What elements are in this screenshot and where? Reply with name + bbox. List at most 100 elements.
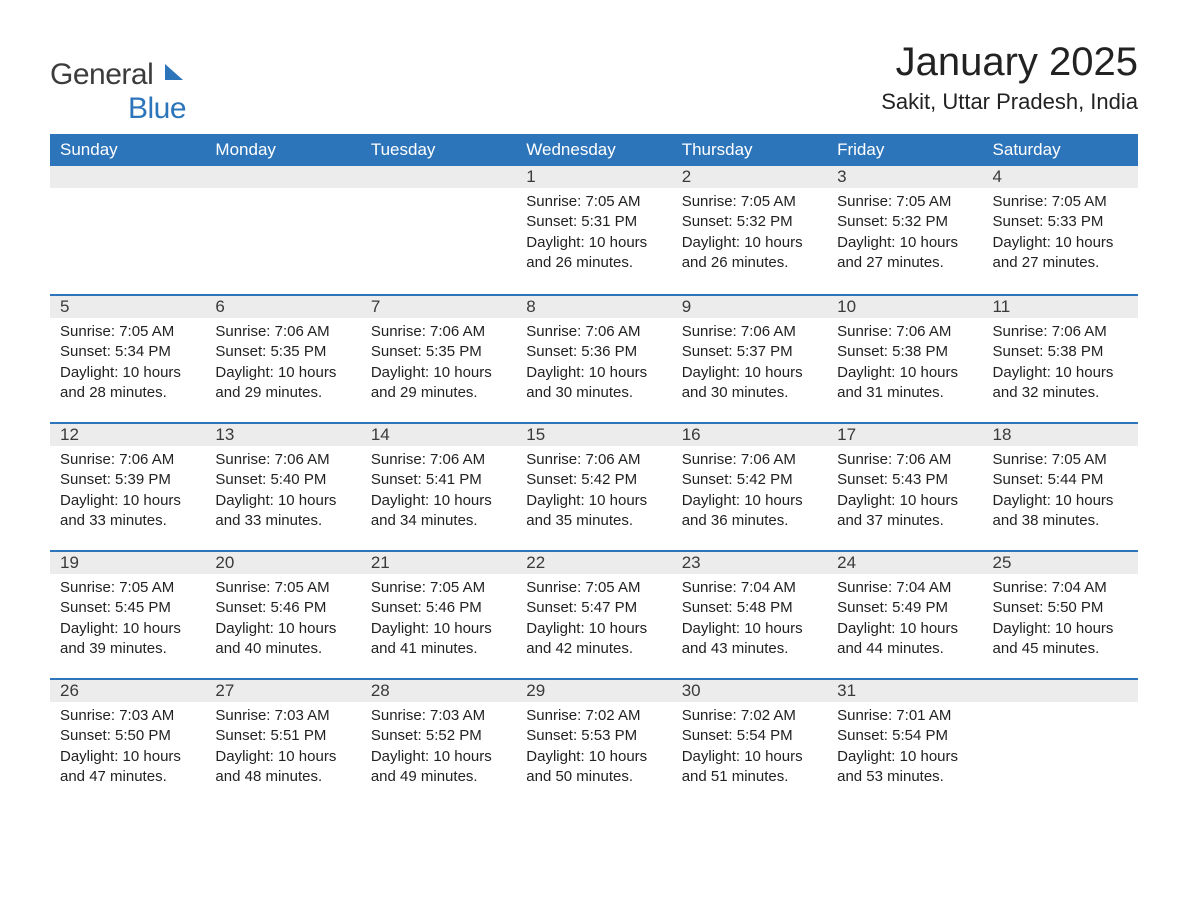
sunset-text: Sunset: 5:38 PM bbox=[993, 342, 1128, 362]
calendar-table: Sunday Monday Tuesday Wednesday Thursday… bbox=[50, 134, 1138, 806]
calendar-day-cell: 10Sunrise: 7:06 AMSunset: 5:38 PMDayligh… bbox=[827, 294, 982, 422]
day-number: 26 bbox=[50, 678, 205, 702]
day-number: 17 bbox=[827, 422, 982, 446]
day-number: 2 bbox=[672, 166, 827, 188]
day-number: 18 bbox=[983, 422, 1138, 446]
sunset-text: Sunset: 5:42 PM bbox=[682, 470, 817, 490]
daylight-text: Daylight: 10 hours and 53 minutes. bbox=[837, 747, 972, 788]
sunset-text: Sunset: 5:39 PM bbox=[60, 470, 195, 490]
day-details: Sunrise: 7:04 AMSunset: 5:49 PMDaylight:… bbox=[827, 574, 982, 669]
calendar-body: 1Sunrise: 7:05 AMSunset: 5:31 PMDaylight… bbox=[50, 166, 1138, 806]
sunrise-text: Sunrise: 7:06 AM bbox=[682, 450, 817, 470]
day-details bbox=[205, 188, 360, 202]
day-details: Sunrise: 7:05 AMSunset: 5:44 PMDaylight:… bbox=[983, 446, 1138, 541]
sunrise-text: Sunrise: 7:05 AM bbox=[993, 192, 1128, 212]
sunset-text: Sunset: 5:40 PM bbox=[215, 470, 350, 490]
daylight-text: Daylight: 10 hours and 47 minutes. bbox=[60, 747, 195, 788]
day-number: 30 bbox=[672, 678, 827, 702]
daylight-text: Daylight: 10 hours and 27 minutes. bbox=[837, 233, 972, 274]
calendar-day-cell: 15Sunrise: 7:06 AMSunset: 5:42 PMDayligh… bbox=[516, 422, 671, 550]
calendar-day-cell: 30Sunrise: 7:02 AMSunset: 5:54 PMDayligh… bbox=[672, 678, 827, 806]
day-details: Sunrise: 7:05 AMSunset: 5:47 PMDaylight:… bbox=[516, 574, 671, 669]
daylight-text: Daylight: 10 hours and 27 minutes. bbox=[993, 233, 1128, 274]
day-number: 6 bbox=[205, 294, 360, 318]
calendar-day-cell: 28Sunrise: 7:03 AMSunset: 5:52 PMDayligh… bbox=[361, 678, 516, 806]
daylight-text: Daylight: 10 hours and 30 minutes. bbox=[526, 363, 661, 404]
sunset-text: Sunset: 5:35 PM bbox=[215, 342, 350, 362]
day-number: 5 bbox=[50, 294, 205, 318]
sunset-text: Sunset: 5:53 PM bbox=[526, 726, 661, 746]
day-details: Sunrise: 7:03 AMSunset: 5:50 PMDaylight:… bbox=[50, 702, 205, 797]
sunrise-text: Sunrise: 7:05 AM bbox=[60, 578, 195, 598]
sunrise-text: Sunrise: 7:05 AM bbox=[682, 192, 817, 212]
sunset-text: Sunset: 5:35 PM bbox=[371, 342, 506, 362]
day-number: 3 bbox=[827, 166, 982, 188]
calendar-day-cell: 7Sunrise: 7:06 AMSunset: 5:35 PMDaylight… bbox=[361, 294, 516, 422]
sunset-text: Sunset: 5:50 PM bbox=[60, 726, 195, 746]
daylight-text: Daylight: 10 hours and 41 minutes. bbox=[371, 619, 506, 660]
daylight-text: Daylight: 10 hours and 36 minutes. bbox=[682, 491, 817, 532]
daylight-text: Daylight: 10 hours and 45 minutes. bbox=[993, 619, 1128, 660]
calendar-day-cell: 27Sunrise: 7:03 AMSunset: 5:51 PMDayligh… bbox=[205, 678, 360, 806]
calendar-day-cell: 25Sunrise: 7:04 AMSunset: 5:50 PMDayligh… bbox=[983, 550, 1138, 678]
weekday-header: Monday bbox=[205, 134, 360, 166]
sunset-text: Sunset: 5:45 PM bbox=[60, 598, 195, 618]
calendar-day-cell: 11Sunrise: 7:06 AMSunset: 5:38 PMDayligh… bbox=[983, 294, 1138, 422]
day-number: 14 bbox=[361, 422, 516, 446]
daylight-text: Daylight: 10 hours and 29 minutes. bbox=[215, 363, 350, 404]
sunrise-text: Sunrise: 7:06 AM bbox=[993, 322, 1128, 342]
calendar-week-row: 19Sunrise: 7:05 AMSunset: 5:45 PMDayligh… bbox=[50, 550, 1138, 678]
calendar-day-cell bbox=[361, 166, 516, 294]
daylight-text: Daylight: 10 hours and 28 minutes. bbox=[60, 363, 195, 404]
calendar-day-cell: 8Sunrise: 7:06 AMSunset: 5:36 PMDaylight… bbox=[516, 294, 671, 422]
day-details: Sunrise: 7:06 AMSunset: 5:35 PMDaylight:… bbox=[361, 318, 516, 413]
daylight-text: Daylight: 10 hours and 35 minutes. bbox=[526, 491, 661, 532]
logo: General Blue bbox=[50, 58, 187, 126]
daylight-text: Daylight: 10 hours and 51 minutes. bbox=[682, 747, 817, 788]
logo-word-general: General bbox=[50, 58, 153, 91]
day-details: Sunrise: 7:05 AMSunset: 5:45 PMDaylight:… bbox=[50, 574, 205, 669]
day-details: Sunrise: 7:05 AMSunset: 5:32 PMDaylight:… bbox=[827, 188, 982, 283]
sunrise-text: Sunrise: 7:05 AM bbox=[526, 192, 661, 212]
day-details: Sunrise: 7:06 AMSunset: 5:42 PMDaylight:… bbox=[672, 446, 827, 541]
calendar-day-cell: 17Sunrise: 7:06 AMSunset: 5:43 PMDayligh… bbox=[827, 422, 982, 550]
daylight-text: Daylight: 10 hours and 42 minutes. bbox=[526, 619, 661, 660]
sunset-text: Sunset: 5:38 PM bbox=[837, 342, 972, 362]
calendar-day-cell: 20Sunrise: 7:05 AMSunset: 5:46 PMDayligh… bbox=[205, 550, 360, 678]
day-number: 20 bbox=[205, 550, 360, 574]
sunset-text: Sunset: 5:32 PM bbox=[837, 212, 972, 232]
day-number: 11 bbox=[983, 294, 1138, 318]
calendar-day-cell: 4Sunrise: 7:05 AMSunset: 5:33 PMDaylight… bbox=[983, 166, 1138, 294]
day-details: Sunrise: 7:03 AMSunset: 5:51 PMDaylight:… bbox=[205, 702, 360, 797]
sunset-text: Sunset: 5:32 PM bbox=[682, 212, 817, 232]
day-details: Sunrise: 7:06 AMSunset: 5:40 PMDaylight:… bbox=[205, 446, 360, 541]
sunset-text: Sunset: 5:54 PM bbox=[837, 726, 972, 746]
sunrise-text: Sunrise: 7:03 AM bbox=[215, 706, 350, 726]
sunrise-text: Sunrise: 7:02 AM bbox=[526, 706, 661, 726]
daylight-text: Daylight: 10 hours and 37 minutes. bbox=[837, 491, 972, 532]
weekday-header: Saturday bbox=[983, 134, 1138, 166]
calendar-day-cell: 1Sunrise: 7:05 AMSunset: 5:31 PMDaylight… bbox=[516, 166, 671, 294]
day-number bbox=[983, 678, 1138, 702]
day-details: Sunrise: 7:02 AMSunset: 5:54 PMDaylight:… bbox=[672, 702, 827, 797]
day-details: Sunrise: 7:06 AMSunset: 5:41 PMDaylight:… bbox=[361, 446, 516, 541]
sunrise-text: Sunrise: 7:03 AM bbox=[371, 706, 506, 726]
daylight-text: Daylight: 10 hours and 31 minutes. bbox=[837, 363, 972, 404]
calendar-day-cell: 3Sunrise: 7:05 AMSunset: 5:32 PMDaylight… bbox=[827, 166, 982, 294]
day-details: Sunrise: 7:04 AMSunset: 5:48 PMDaylight:… bbox=[672, 574, 827, 669]
weekday-header: Friday bbox=[827, 134, 982, 166]
weekday-header: Tuesday bbox=[361, 134, 516, 166]
sunset-text: Sunset: 5:54 PM bbox=[682, 726, 817, 746]
day-number: 23 bbox=[672, 550, 827, 574]
day-details: Sunrise: 7:06 AMSunset: 5:39 PMDaylight:… bbox=[50, 446, 205, 541]
calendar-day-cell: 5Sunrise: 7:05 AMSunset: 5:34 PMDaylight… bbox=[50, 294, 205, 422]
sunrise-text: Sunrise: 7:06 AM bbox=[837, 450, 972, 470]
day-details: Sunrise: 7:02 AMSunset: 5:53 PMDaylight:… bbox=[516, 702, 671, 797]
day-details: Sunrise: 7:05 AMSunset: 5:34 PMDaylight:… bbox=[50, 318, 205, 413]
daylight-text: Daylight: 10 hours and 48 minutes. bbox=[215, 747, 350, 788]
calendar-day-cell: 23Sunrise: 7:04 AMSunset: 5:48 PMDayligh… bbox=[672, 550, 827, 678]
calendar-day-cell: 18Sunrise: 7:05 AMSunset: 5:44 PMDayligh… bbox=[983, 422, 1138, 550]
logo-text: General Blue bbox=[50, 58, 187, 126]
day-details: Sunrise: 7:05 AMSunset: 5:46 PMDaylight:… bbox=[361, 574, 516, 669]
sunset-text: Sunset: 5:42 PM bbox=[526, 470, 661, 490]
